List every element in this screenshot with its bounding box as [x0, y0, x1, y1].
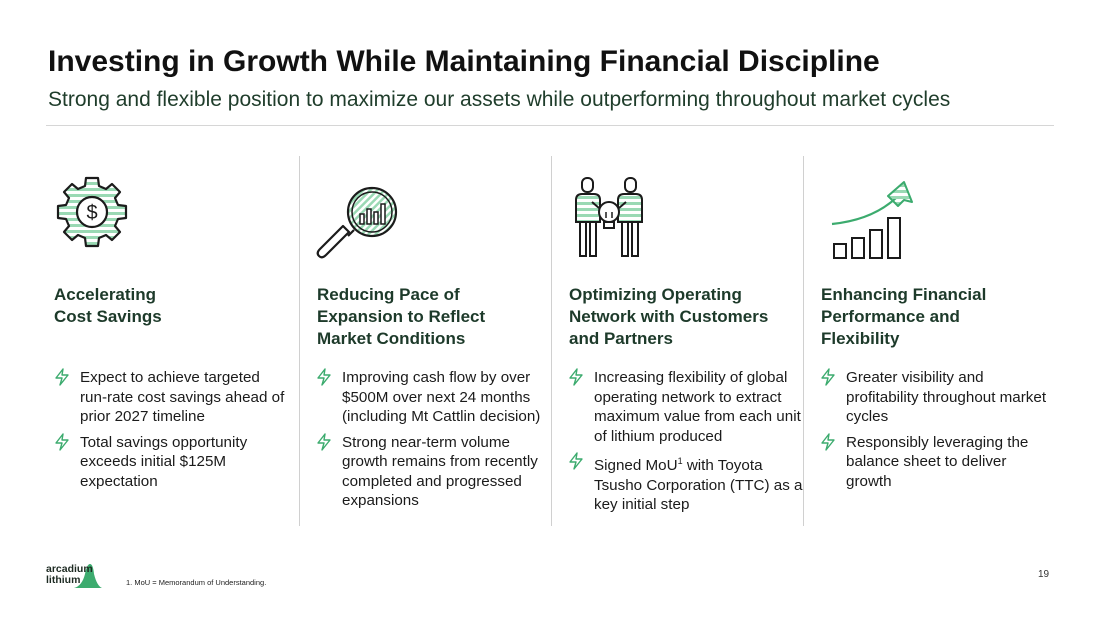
list-item: Total savings opportunity exceeds initia… [54, 433, 290, 492]
bullet-list: Greater visibility and profitability thr… [820, 368, 1056, 497]
bolt-icon [820, 433, 836, 451]
bolt-icon [54, 368, 70, 386]
footnote: 1. MoU = Memorandum of Understanding. [126, 578, 266, 587]
column-expansion-pace: Reducing Pace of Expansion to Reflect Ma… [299, 156, 548, 526]
people-lightbulb-icon [568, 172, 668, 262]
column-heading: Reducing Pace of Expansion to Reflect Ma… [317, 284, 553, 350]
slide-title: Investing in Growth While Maintaining Fi… [48, 44, 1048, 80]
bolt-icon [316, 368, 332, 386]
gear-dollar-icon: $ [54, 172, 154, 262]
column-cost-savings: $ Accelerating Cost Savings Expect to ac… [48, 156, 296, 526]
company-logo: arcadium lithium [44, 560, 104, 590]
column-heading: Accelerating Cost Savings [54, 284, 290, 328]
list-item: Expect to achieve targeted run-rate cost… [54, 368, 290, 427]
bolt-icon [54, 433, 70, 451]
magnifier-chart-icon [316, 172, 416, 262]
growth-chart-icon [820, 172, 920, 262]
column-heading: Optimizing Operating Network with Custom… [569, 284, 805, 350]
bolt-icon [316, 433, 332, 451]
page-number: 19 [1038, 569, 1049, 580]
bullet-list: Increasing flexibility of global operati… [568, 368, 804, 521]
column-operating-network: Optimizing Operating Network with Custom… [551, 156, 800, 526]
title-divider [46, 125, 1054, 126]
svg-text:$: $ [86, 202, 97, 224]
slide-subtitle: Strong and flexible position to maximize… [48, 86, 1058, 114]
list-item: Strong near-term volume growth remains f… [316, 433, 552, 511]
list-item: Signed MoU1 with Toyota Tsusho Corporati… [568, 452, 804, 515]
bolt-icon [820, 368, 836, 386]
logo-text-line2: lithium [46, 575, 80, 586]
column-financial-performance: Enhancing Financial Performance and Flex… [803, 156, 1052, 526]
column-heading: Enhancing Financial Performance and Flex… [821, 284, 1057, 350]
list-item: Improving cash flow by over $500M over n… [316, 368, 552, 427]
bolt-icon [568, 368, 584, 386]
list-item: Increasing flexibility of global operati… [568, 368, 804, 446]
bolt-icon [568, 452, 584, 470]
list-item: Responsibly leveraging the balance sheet… [820, 433, 1056, 492]
list-item: Greater visibility and profitability thr… [820, 368, 1056, 427]
bullet-list: Improving cash flow by over $500M over n… [316, 368, 552, 517]
bullet-list: Expect to achieve targeted run-rate cost… [54, 368, 290, 497]
